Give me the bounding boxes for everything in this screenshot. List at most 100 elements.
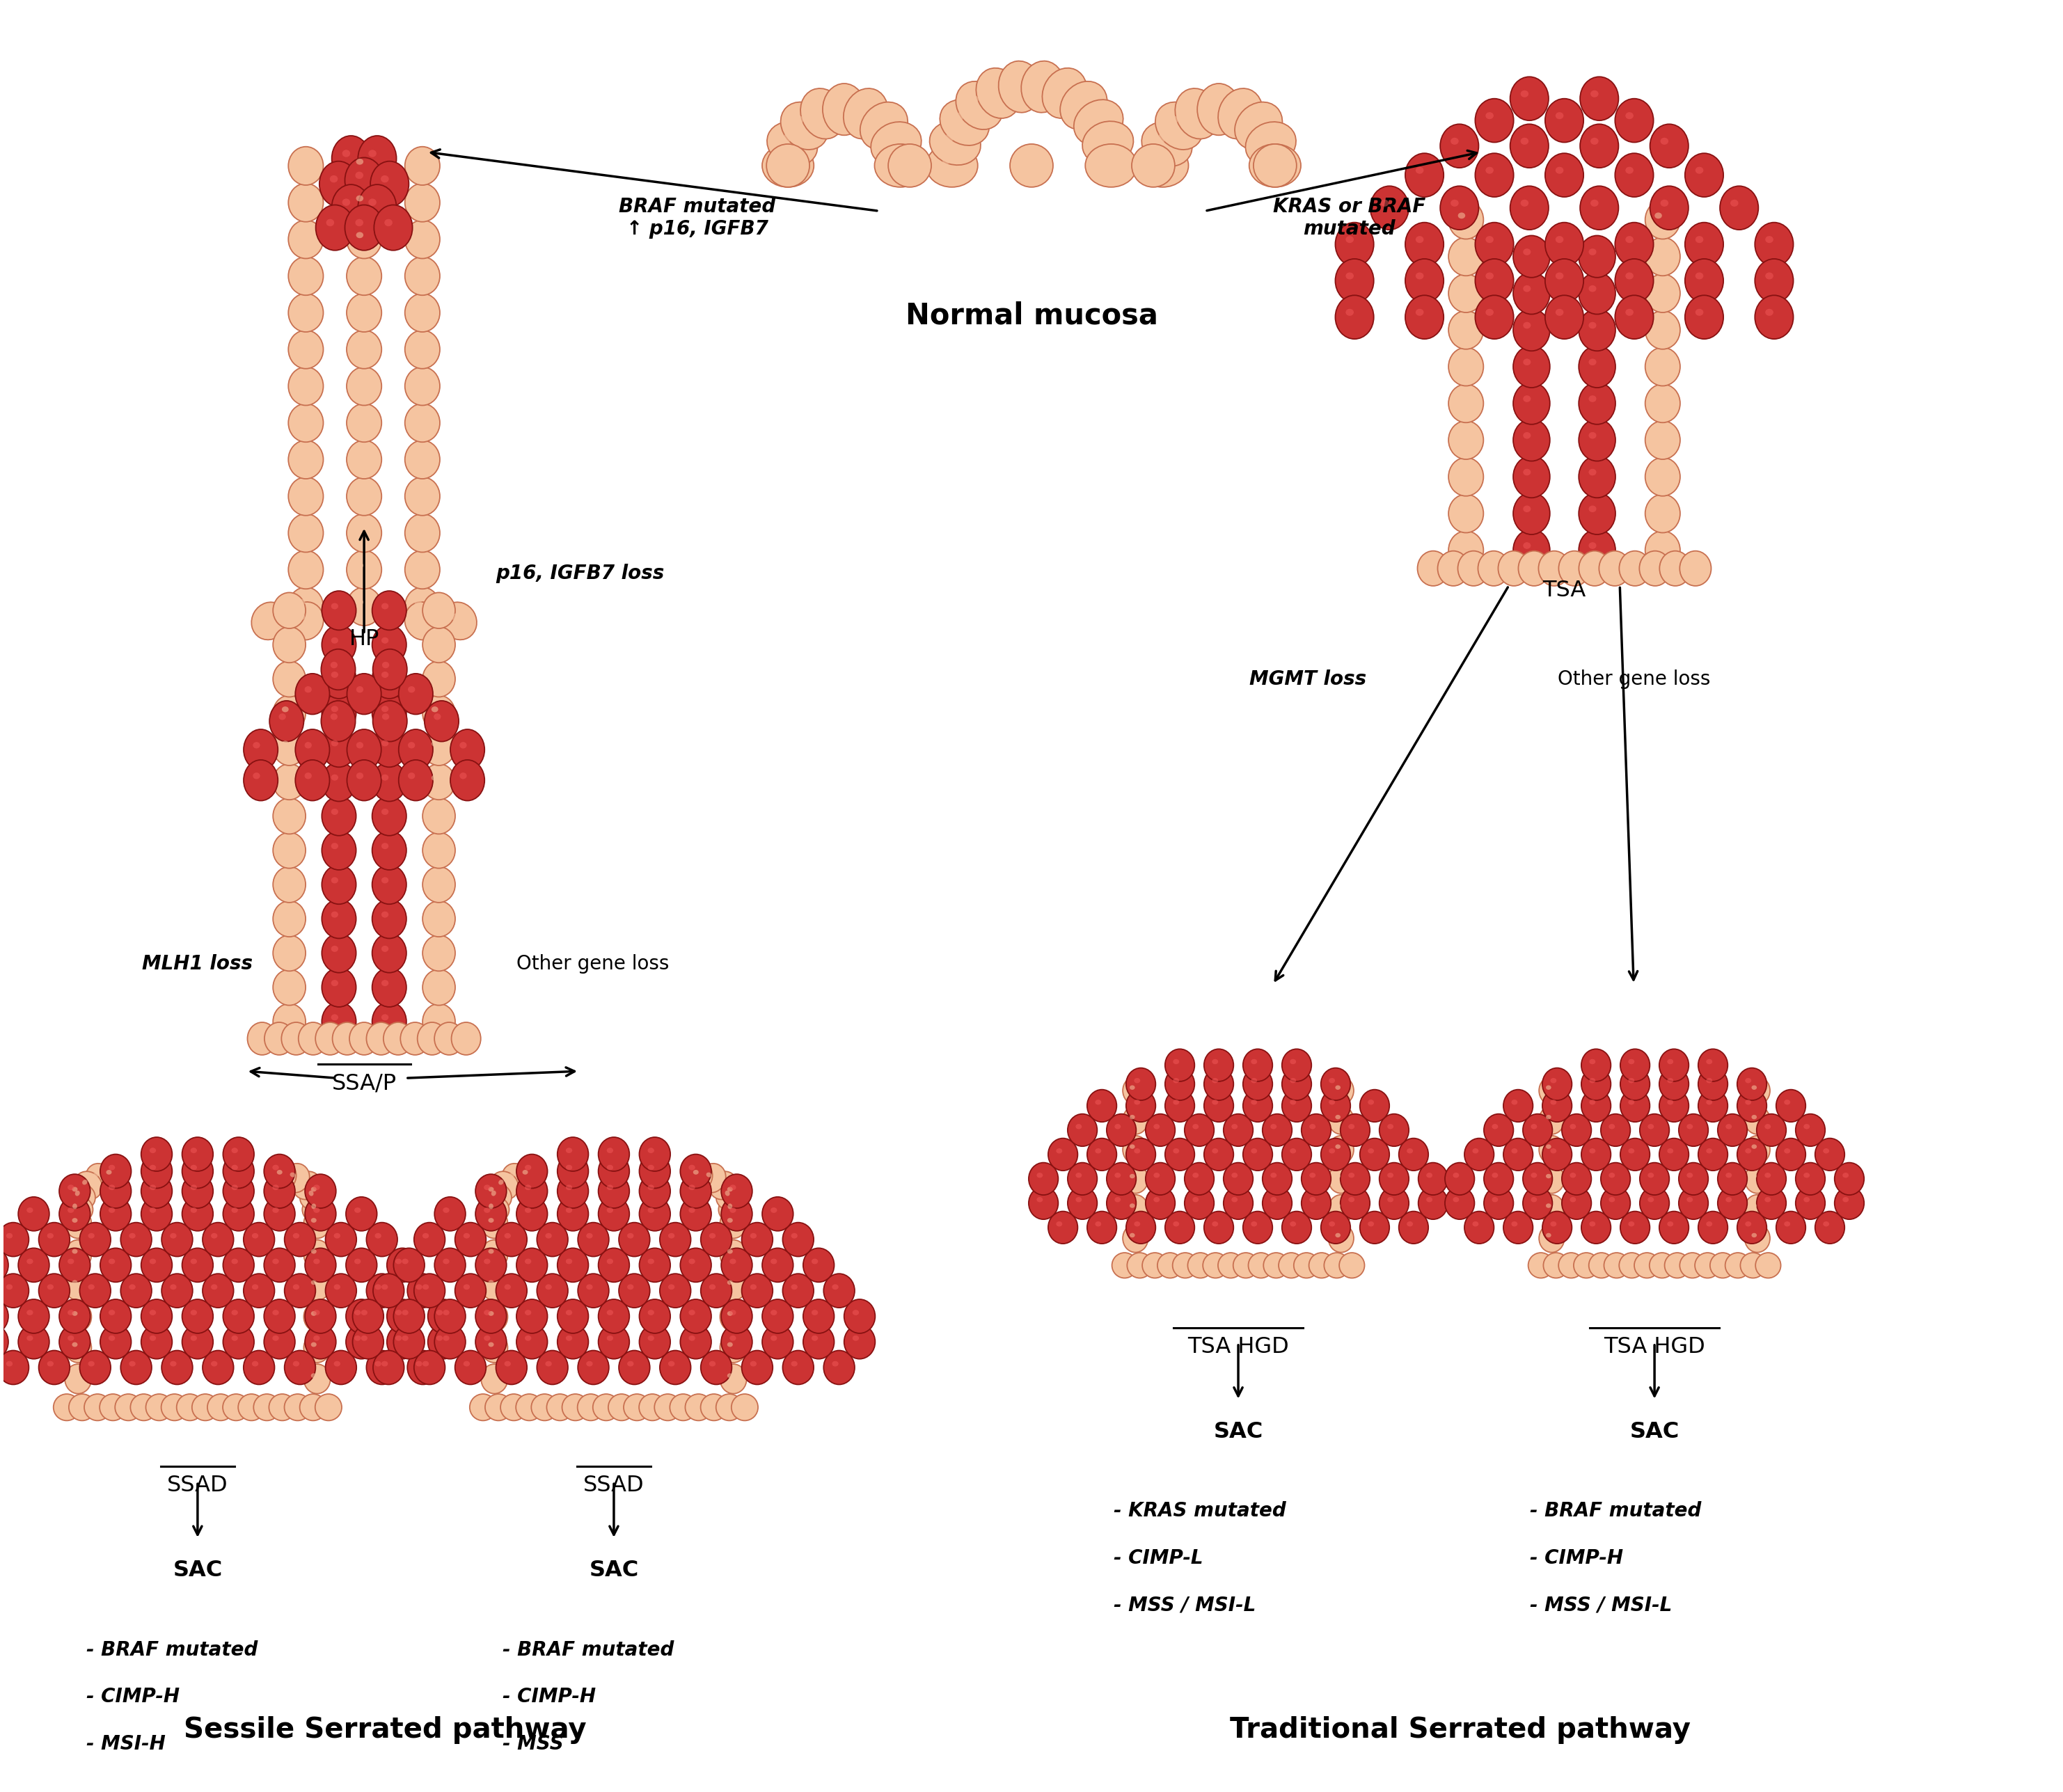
Ellipse shape	[322, 796, 357, 835]
Ellipse shape	[433, 713, 441, 720]
Ellipse shape	[1036, 1197, 1042, 1202]
Ellipse shape	[322, 866, 357, 905]
Ellipse shape	[1197, 84, 1240, 134]
Ellipse shape	[444, 1335, 450, 1340]
Ellipse shape	[373, 649, 406, 690]
Ellipse shape	[415, 489, 421, 495]
Ellipse shape	[1205, 1068, 1234, 1100]
Ellipse shape	[347, 256, 382, 296]
Ellipse shape	[1556, 237, 1564, 244]
Ellipse shape	[330, 176, 338, 183]
Text: Normal mucosa: Normal mucosa	[906, 301, 1157, 330]
Ellipse shape	[1209, 100, 1217, 108]
Ellipse shape	[565, 1208, 571, 1213]
Ellipse shape	[1265, 156, 1273, 165]
Ellipse shape	[415, 158, 421, 165]
Ellipse shape	[1112, 1253, 1137, 1278]
Ellipse shape	[19, 1299, 50, 1333]
Ellipse shape	[1578, 529, 1615, 572]
Ellipse shape	[371, 934, 406, 973]
Ellipse shape	[382, 740, 388, 745]
Ellipse shape	[1566, 1260, 1570, 1265]
Ellipse shape	[444, 1208, 450, 1213]
Ellipse shape	[489, 1279, 493, 1285]
Ellipse shape	[1459, 543, 1465, 548]
Text: - KRAS mutated: - KRAS mutated	[1114, 1502, 1285, 1521]
Ellipse shape	[1545, 99, 1584, 142]
Ellipse shape	[689, 1335, 695, 1340]
Ellipse shape	[553, 1403, 559, 1407]
Ellipse shape	[1619, 1211, 1650, 1244]
Ellipse shape	[1776, 1090, 1805, 1122]
Ellipse shape	[1448, 421, 1483, 459]
Ellipse shape	[369, 199, 375, 206]
Ellipse shape	[1485, 237, 1494, 244]
Ellipse shape	[289, 514, 324, 552]
Ellipse shape	[761, 1247, 792, 1281]
Ellipse shape	[1329, 1136, 1353, 1163]
Ellipse shape	[349, 1021, 380, 1055]
Ellipse shape	[1725, 1124, 1731, 1129]
Ellipse shape	[373, 1351, 404, 1385]
Ellipse shape	[330, 876, 338, 883]
Ellipse shape	[1341, 1186, 1370, 1219]
Ellipse shape	[1751, 1233, 1758, 1238]
Ellipse shape	[285, 1351, 316, 1385]
Ellipse shape	[1698, 1211, 1727, 1244]
Ellipse shape	[289, 550, 324, 590]
Ellipse shape	[722, 1247, 753, 1281]
Ellipse shape	[1122, 1077, 1149, 1104]
Ellipse shape	[431, 638, 437, 643]
Ellipse shape	[1659, 1068, 1690, 1100]
Ellipse shape	[1250, 1100, 1256, 1106]
Ellipse shape	[1102, 156, 1110, 165]
Ellipse shape	[790, 1285, 798, 1290]
Ellipse shape	[607, 1165, 613, 1170]
Ellipse shape	[1667, 1059, 1673, 1064]
Ellipse shape	[1368, 1149, 1374, 1154]
Ellipse shape	[190, 1310, 196, 1315]
Ellipse shape	[415, 269, 421, 274]
Ellipse shape	[743, 1274, 774, 1308]
Text: SAC: SAC	[590, 1559, 640, 1581]
Ellipse shape	[1135, 1149, 1141, 1154]
Ellipse shape	[778, 156, 786, 165]
Ellipse shape	[450, 760, 485, 801]
Ellipse shape	[210, 1285, 217, 1290]
Ellipse shape	[359, 136, 396, 181]
Ellipse shape	[322, 1403, 328, 1407]
Ellipse shape	[1718, 1115, 1747, 1147]
Ellipse shape	[101, 1174, 132, 1208]
Ellipse shape	[149, 1165, 157, 1170]
Ellipse shape	[1153, 156, 1161, 165]
Ellipse shape	[710, 1285, 716, 1290]
Ellipse shape	[1549, 1222, 1556, 1226]
Ellipse shape	[1543, 1253, 1568, 1278]
Ellipse shape	[1520, 138, 1529, 145]
Ellipse shape	[1386, 1172, 1393, 1177]
Ellipse shape	[200, 1403, 204, 1407]
Ellipse shape	[1688, 1172, 1694, 1177]
Ellipse shape	[1380, 1163, 1409, 1195]
Ellipse shape	[322, 591, 357, 631]
Ellipse shape	[184, 1403, 190, 1407]
Ellipse shape	[1522, 396, 1531, 401]
Ellipse shape	[89, 1233, 95, 1238]
Ellipse shape	[116, 1394, 142, 1421]
Ellipse shape	[503, 1233, 512, 1238]
Ellipse shape	[1263, 1115, 1291, 1147]
Ellipse shape	[640, 1197, 670, 1231]
Ellipse shape	[382, 638, 388, 643]
Ellipse shape	[305, 1174, 336, 1208]
Ellipse shape	[303, 1364, 330, 1394]
Ellipse shape	[307, 1403, 312, 1407]
Ellipse shape	[1591, 138, 1599, 145]
Ellipse shape	[1360, 1138, 1388, 1170]
Ellipse shape	[109, 1165, 116, 1170]
Ellipse shape	[305, 1247, 336, 1281]
Ellipse shape	[1626, 272, 1634, 280]
Ellipse shape	[1131, 1204, 1135, 1208]
Ellipse shape	[0, 1247, 8, 1281]
Ellipse shape	[312, 1204, 316, 1210]
Ellipse shape	[1170, 116, 1178, 124]
